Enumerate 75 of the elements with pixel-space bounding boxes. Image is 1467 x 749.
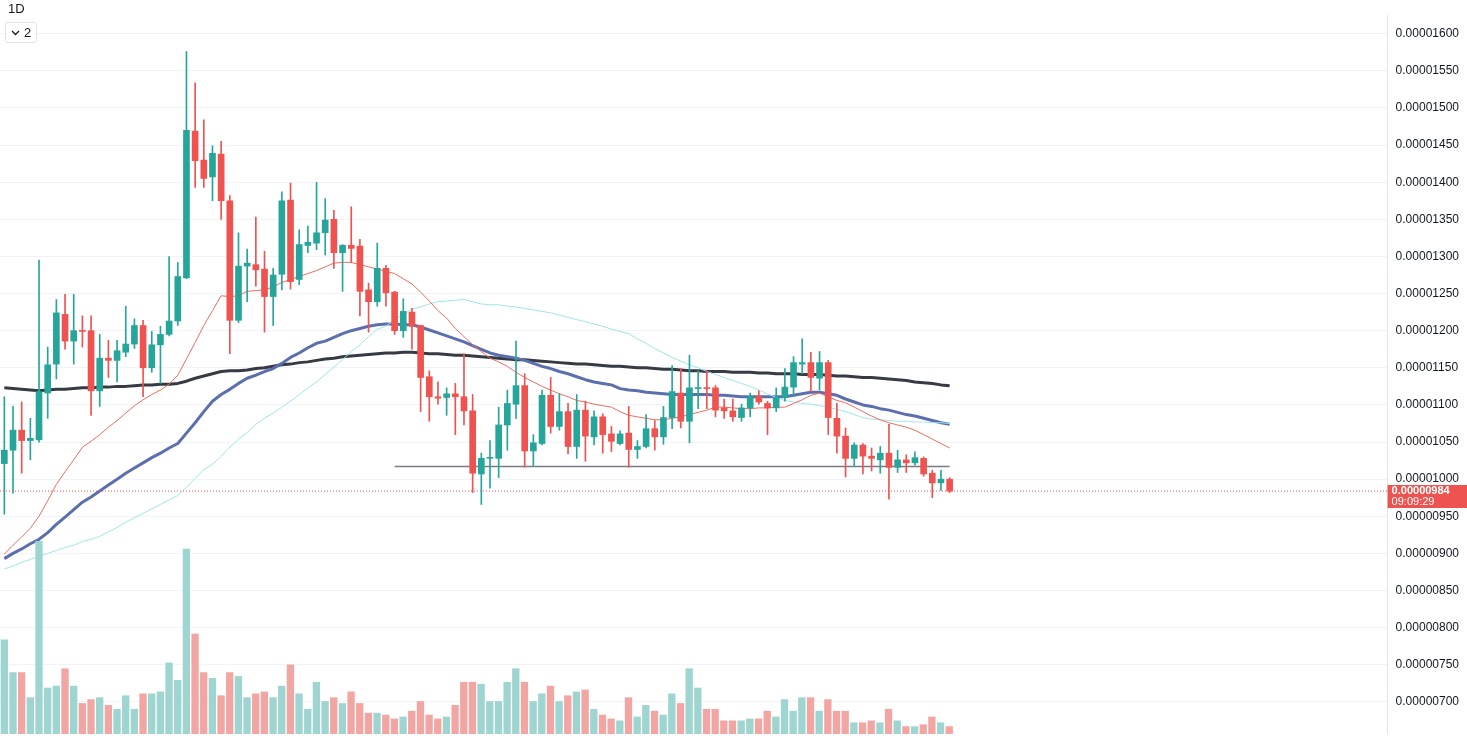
bar	[364, 712, 373, 734]
bar	[70, 685, 78, 734]
bar	[841, 710, 849, 734]
y-tick-label: 0.00000950	[1395, 508, 1460, 523]
bar	[139, 693, 147, 734]
bar	[902, 726, 910, 734]
chart-title: 1D	[8, 1, 25, 16]
y-tick-label: 0.00001600	[1395, 26, 1460, 41]
y-tick-label: 0.00000850	[1395, 582, 1460, 597]
y-tick-label: 0.00001250	[1395, 285, 1460, 300]
y-tick-label: 0.00001100	[1395, 397, 1459, 412]
bar	[763, 710, 771, 734]
y-tick-label: 0.00001050	[1395, 434, 1460, 449]
bar	[754, 718, 763, 734]
bar	[382, 714, 390, 734]
bar	[286, 664, 295, 734]
bar	[858, 722, 867, 734]
bar	[338, 702, 347, 734]
bar	[945, 726, 953, 734]
bar	[390, 718, 399, 734]
bar	[148, 693, 156, 734]
y-tick-label: 0.00001400	[1395, 174, 1460, 189]
bar	[624, 697, 633, 734]
bar	[806, 697, 815, 734]
y-tick-label: 0.00000700	[1395, 694, 1460, 709]
y-tick-label: 0.00000900	[1395, 545, 1460, 560]
bar	[564, 695, 572, 734]
bar	[520, 681, 529, 734]
bar	[260, 691, 269, 734]
bar	[910, 726, 919, 734]
bar	[468, 681, 477, 734]
bar	[936, 722, 945, 734]
y-tick-label: 0.00001150	[1395, 360, 1459, 375]
bar	[442, 716, 451, 734]
bar	[590, 708, 598, 734]
bar	[208, 677, 217, 734]
bar	[876, 722, 884, 734]
y-tick-label: 0.00000800	[1395, 619, 1460, 634]
ref-line-label: 0.00000984	[1391, 484, 1451, 497]
y-tick-label: 0.00001450	[1395, 137, 1460, 152]
bar	[867, 720, 875, 734]
bar	[850, 722, 858, 734]
bar	[572, 691, 581, 734]
y-tick-label: 0.00001350	[1395, 211, 1460, 226]
y-tick-label: 0.00001300	[1395, 248, 1460, 263]
bar	[884, 708, 893, 734]
bar	[399, 716, 407, 734]
bar	[893, 720, 901, 734]
bar	[61, 668, 69, 734]
bar	[18, 672, 26, 734]
bar	[52, 685, 61, 734]
y-tick-label: 0.00001000	[1395, 471, 1460, 486]
bar	[546, 685, 555, 734]
bar	[182, 548, 191, 734]
bar	[252, 693, 260, 734]
bar	[96, 697, 104, 734]
annotation: 2	[24, 25, 32, 40]
y-tick-label: 0.00001500	[1395, 100, 1460, 115]
bar	[581, 689, 589, 734]
bar	[130, 708, 139, 734]
y-tick-label: 0.00001200	[1395, 323, 1460, 338]
bar	[408, 710, 416, 734]
y-tick-label: 0.00000750	[1395, 657, 1460, 672]
bar	[104, 704, 113, 734]
bar	[373, 712, 381, 734]
y-tick-label: 0.00001550	[1395, 63, 1460, 78]
bar	[676, 702, 685, 734]
text: 09:09:29	[1391, 495, 1435, 508]
bar	[650, 710, 659, 734]
candlestick	[703, 370, 711, 409]
bar	[616, 720, 624, 734]
bar	[815, 710, 823, 734]
bar	[702, 708, 711, 734]
bar	[330, 697, 338, 734]
bar	[555, 700, 563, 734]
